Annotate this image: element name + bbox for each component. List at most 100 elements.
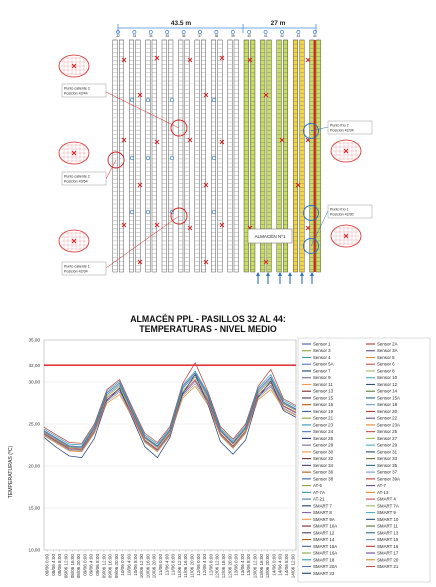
x-tick-label: 10/06 4:00 bbox=[126, 554, 131, 576]
legend-entry: Sensor 27 bbox=[377, 436, 398, 441]
x-tick-label: 11/06 20:00 bbox=[189, 554, 194, 578]
sensor-marker bbox=[305, 225, 311, 231]
rack-column bbox=[227, 39, 233, 273]
x-tick-label: 11/06 0:00 bbox=[158, 554, 163, 576]
chart-title-line2: TEMPERATURAS - NIVEL MEDIO bbox=[139, 324, 277, 334]
entrance-arrow-head bbox=[288, 272, 292, 276]
legend-entry: Sensor 4 bbox=[313, 355, 331, 360]
legend-entry: Sensor 22 bbox=[377, 416, 398, 421]
aisle-number: 41 bbox=[264, 34, 268, 38]
blue-sensor-marker bbox=[169, 155, 175, 161]
x-tick-label: 10/06 16:00 bbox=[145, 554, 150, 579]
sensor-marker-stroke bbox=[247, 57, 253, 63]
aisle-number: 33 bbox=[133, 34, 137, 38]
y-axis-label: TEMPERATURAS (ºC) bbox=[8, 445, 14, 498]
legend-entry: AT-6 bbox=[313, 483, 323, 488]
x-tick-label: 12/06 4:00 bbox=[202, 554, 207, 576]
sensor-marker bbox=[203, 259, 209, 265]
y-tick-label: 32,00 bbox=[29, 363, 41, 368]
series-line bbox=[43, 374, 297, 458]
legend-entry: Sensor 36 bbox=[313, 470, 334, 475]
overview-minimap bbox=[58, 54, 90, 78]
rack-row: 42 bbox=[276, 30, 289, 273]
legend-entry: Sensor 10 bbox=[377, 375, 398, 380]
sensor-marker bbox=[279, 137, 285, 143]
legend-entry: Sensor 7 bbox=[313, 368, 331, 373]
sensor-marker bbox=[137, 92, 143, 98]
legend-entry: Sensor 26 bbox=[313, 436, 334, 441]
legend-entry: Sensor 35 bbox=[377, 463, 398, 468]
overview-minimap bbox=[330, 224, 362, 248]
aisle-circle-marker bbox=[116, 30, 120, 34]
legend-entry: SMART 17 bbox=[377, 551, 399, 556]
dimension-left-label: 43.5 m bbox=[171, 20, 191, 27]
blue-sensor-marker bbox=[211, 97, 217, 103]
sensor-marker-stroke bbox=[137, 259, 143, 265]
sensor-marker bbox=[263, 92, 269, 98]
legend-entry: AT-7 bbox=[377, 483, 387, 488]
x-tick-label: 13/06 8:00 bbox=[246, 554, 251, 576]
callout-leader-line bbox=[310, 210, 329, 247]
legend-entry: SMART 23 bbox=[313, 571, 335, 576]
x-tick-label: 13/06 16:00 bbox=[259, 554, 264, 579]
legend-entry: Sensor 19 bbox=[313, 409, 334, 414]
legend-entry: Sensor 5A bbox=[313, 362, 334, 367]
x-tick-label: 12/06 12:00 bbox=[215, 554, 220, 579]
sensor-marker-stroke bbox=[203, 92, 209, 98]
callout-cold-2-title: Punto frío 2 bbox=[330, 124, 349, 128]
warehouse-floor-plan: 43.5 m 27 m 32 33 34 35 36 37 38 39 40 41 42 43 44 P… bbox=[58, 20, 373, 284]
rack-column bbox=[194, 39, 200, 273]
x-tick-label: 10/06 12:00 bbox=[139, 554, 144, 579]
rack-row: 35 bbox=[161, 30, 174, 273]
sensor-marker bbox=[121, 222, 127, 228]
hot-spot-circle bbox=[107, 151, 125, 169]
series-line bbox=[43, 376, 297, 449]
rack-row: 43 bbox=[293, 30, 305, 273]
legend-entry: Sensor 37 bbox=[377, 470, 398, 475]
rack-column bbox=[112, 39, 118, 273]
x-tick-label: 11/06 12:00 bbox=[177, 554, 182, 578]
rack-column bbox=[293, 39, 299, 273]
legend-entry: Sensor 15 bbox=[313, 395, 334, 400]
legend-entry: AT-13 bbox=[377, 490, 389, 495]
sensor-marker bbox=[154, 139, 160, 145]
blue-sensor-marker bbox=[169, 97, 175, 103]
y-tick-label: 30,00 bbox=[29, 380, 41, 385]
cold-spot-circle bbox=[303, 238, 319, 254]
callout-hot-3-position: Posición 42/44 bbox=[64, 92, 88, 96]
legend-entry: Sensor 33 bbox=[377, 456, 398, 461]
legend-entry: SMART 8 bbox=[313, 510, 332, 515]
callout-cold-2-position: Posición 42/34 bbox=[330, 129, 354, 133]
rack-column bbox=[161, 39, 167, 273]
aisle-number: 42 bbox=[280, 34, 284, 38]
x-tick-label: 08/06 12:00 bbox=[63, 554, 68, 579]
legend-entry: AT-7A bbox=[313, 490, 325, 495]
sensor-marker-stroke bbox=[305, 225, 311, 231]
entrance-arrow-head bbox=[256, 272, 260, 276]
legend-entry: SMART 10 bbox=[377, 517, 399, 522]
warehouse-label: ALMACÉN Nº1 bbox=[247, 228, 293, 244]
sensor-marker-stroke bbox=[219, 55, 225, 61]
sensor-marker bbox=[187, 57, 193, 63]
aisle-number: 38 bbox=[215, 34, 219, 38]
aisle-number: 37 bbox=[198, 34, 202, 38]
aisle-number: 35 bbox=[165, 34, 169, 38]
legend-entry: Sensor 24 bbox=[313, 429, 334, 434]
aisle-circle-marker bbox=[181, 30, 186, 34]
callout-cold-1-position: Posición 42/30 bbox=[330, 213, 354, 217]
x-tick-label: 09/06 8:00 bbox=[95, 554, 100, 576]
y-tick-label: 25,00 bbox=[29, 422, 41, 427]
overview-minimap bbox=[58, 229, 90, 253]
series-line bbox=[43, 379, 297, 450]
legend-entry: SMART 9 bbox=[377, 510, 396, 515]
legend-entry: Sensor 30 bbox=[313, 449, 334, 454]
callout-leader-line bbox=[105, 215, 180, 269]
hot-spot-circle bbox=[170, 119, 188, 137]
aisle-number: 39 bbox=[231, 34, 235, 38]
x-tick-label: 11/06 16:00 bbox=[183, 554, 188, 578]
sensor-marker bbox=[263, 259, 269, 265]
cold-spot-circle bbox=[303, 123, 319, 139]
sensor-marker-stroke bbox=[187, 225, 193, 231]
callout-leader-line bbox=[105, 91, 180, 129]
x-tick-label: 14/06 0:00 bbox=[271, 554, 276, 576]
